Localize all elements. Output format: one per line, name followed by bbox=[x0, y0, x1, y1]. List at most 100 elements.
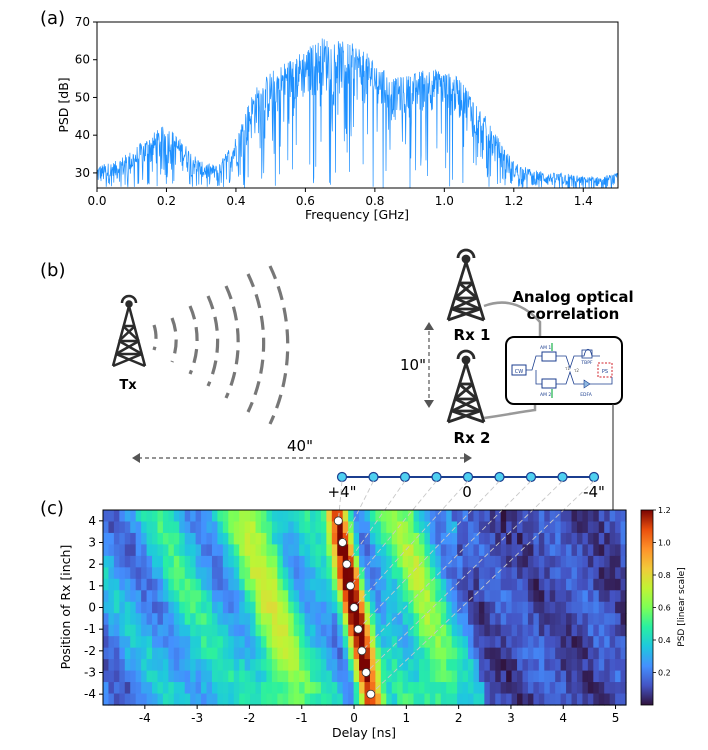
heatmap-cell bbox=[446, 647, 453, 660]
heatmap-cell bbox=[239, 532, 246, 546]
heatmap-cell bbox=[353, 613, 360, 626]
heatmap-cell bbox=[152, 693, 159, 706]
heatmap-cell bbox=[511, 555, 518, 568]
heatmap-cell bbox=[560, 670, 567, 683]
heatmap-cell bbox=[239, 544, 246, 557]
heatmap-cell bbox=[517, 670, 524, 683]
heatmap-cell bbox=[130, 544, 137, 557]
heatmap-cell bbox=[500, 555, 507, 568]
rx-position-dot bbox=[336, 471, 348, 483]
heatmap-cell bbox=[446, 590, 453, 603]
heatmap-cell bbox=[571, 670, 578, 683]
heatmap-cell bbox=[489, 693, 496, 706]
heatmap-cell bbox=[440, 693, 447, 706]
heatmap-cell bbox=[386, 578, 393, 591]
peak-marker bbox=[338, 538, 347, 547]
heatmap-cell bbox=[244, 544, 251, 557]
heatmap-cell bbox=[244, 578, 251, 591]
heatmap-cell bbox=[173, 659, 180, 672]
heatmap-cell bbox=[598, 636, 605, 649]
heatmap-cell bbox=[506, 636, 513, 649]
heatmap-cell bbox=[337, 590, 344, 603]
heatmap-cell bbox=[440, 521, 447, 534]
heatmap-cell bbox=[282, 693, 289, 706]
heatmap-cell bbox=[418, 659, 426, 672]
heatmap-cell bbox=[593, 532, 600, 546]
heatmap-cell bbox=[250, 567, 257, 580]
heatmap-cell bbox=[418, 510, 426, 523]
heatmap-cell bbox=[468, 532, 475, 546]
heatmap-cell bbox=[282, 590, 289, 603]
heatmap-cell bbox=[326, 544, 333, 557]
heatmap-cell bbox=[239, 670, 246, 683]
peak-marker bbox=[345, 581, 355, 591]
heatmap-cell bbox=[593, 521, 600, 534]
heatmap-cell bbox=[615, 567, 622, 580]
heatmap-cell bbox=[549, 613, 556, 626]
heatmap-cell bbox=[506, 647, 513, 660]
ps-label: PS bbox=[602, 369, 608, 375]
panel-c-xtick-label: -3 bbox=[191, 711, 203, 725]
heatmap-cell bbox=[418, 693, 426, 706]
heatmap-cell bbox=[386, 555, 393, 568]
heatmap-cell bbox=[113, 578, 120, 591]
heatmap-cell bbox=[141, 647, 148, 660]
heatmap-cell bbox=[130, 521, 137, 534]
heatmap-cell bbox=[326, 682, 333, 695]
heatmap-cell bbox=[244, 590, 251, 603]
heatmap-cell bbox=[468, 521, 475, 534]
heatmap-cell bbox=[293, 578, 300, 591]
heatmap-cell bbox=[201, 670, 208, 683]
heatmap-cell bbox=[124, 510, 131, 523]
heatmap-cell bbox=[353, 521, 360, 534]
heatmap-cell bbox=[277, 544, 284, 557]
heatmap-cell bbox=[435, 624, 442, 637]
heatmap-cell bbox=[620, 613, 627, 626]
heatmap-cell bbox=[162, 682, 169, 695]
heatmap-cell bbox=[359, 567, 366, 580]
heatmap-cell bbox=[402, 647, 409, 660]
heatmap-cell bbox=[277, 532, 284, 546]
heatmap-cell bbox=[527, 670, 534, 683]
heatmap-cell bbox=[304, 590, 311, 603]
heatmap-cell bbox=[364, 682, 371, 695]
heatmap-cell bbox=[413, 532, 420, 546]
heatmap-cell bbox=[402, 510, 409, 523]
heatmap-cell bbox=[190, 670, 197, 683]
heatmap-cell bbox=[527, 544, 534, 557]
heatmap-cell bbox=[418, 636, 426, 649]
heatmap-cell bbox=[555, 682, 562, 695]
heatmap-cell bbox=[255, 601, 262, 614]
heatmap-cell bbox=[576, 544, 584, 557]
heatmap-cell bbox=[141, 567, 148, 580]
heatmap-cell bbox=[478, 578, 485, 591]
heatmap-cell bbox=[527, 532, 534, 546]
heatmap-cell bbox=[310, 567, 317, 580]
heatmap-cell bbox=[380, 647, 387, 660]
heatmap-cell bbox=[429, 567, 436, 580]
heatmap-cell bbox=[440, 647, 447, 660]
peak-marker bbox=[342, 559, 352, 569]
heatmap-cell bbox=[604, 682, 611, 695]
heatmap-cell bbox=[277, 567, 284, 580]
heatmap-cell bbox=[342, 521, 349, 534]
heatmap-cell bbox=[495, 613, 502, 626]
panel-c-xtick-label: 4 bbox=[559, 711, 567, 725]
heatmap-cell bbox=[124, 682, 131, 695]
heatmap-cell bbox=[282, 659, 289, 672]
heatmap-cell bbox=[500, 647, 507, 660]
heatmap-cell bbox=[342, 590, 349, 603]
heatmap-cell bbox=[429, 647, 436, 660]
heatmap-cell bbox=[468, 670, 475, 683]
heatmap-cell bbox=[473, 544, 480, 557]
heatmap-cell bbox=[582, 555, 589, 568]
heatmap-cell bbox=[201, 636, 208, 649]
heatmap-cell bbox=[538, 601, 545, 614]
heatmap-cell bbox=[124, 521, 131, 534]
heatmap-cell bbox=[293, 624, 300, 637]
heatmap-cell bbox=[310, 613, 317, 626]
heatmap-cell bbox=[326, 555, 333, 568]
heatmap-cell bbox=[533, 636, 540, 649]
heatmap-cell bbox=[604, 544, 611, 557]
heatmap-cell bbox=[277, 636, 284, 649]
